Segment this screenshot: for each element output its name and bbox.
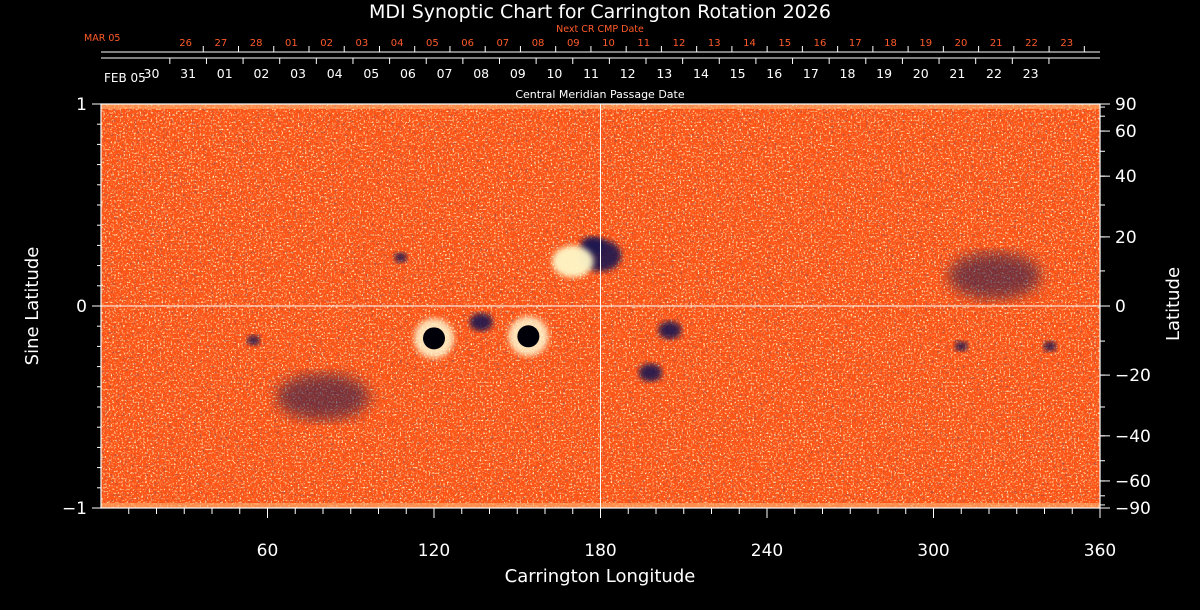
left-axis: 1 0 −1 — [62, 95, 101, 519]
cmp-start-label: FEB 05 — [104, 71, 146, 85]
cmp-day-label: 30 — [144, 66, 160, 81]
y-tick-label-left: −1 — [62, 499, 87, 519]
y-tick-label-left: 1 — [76, 95, 87, 115]
cmp-day-label: 01 — [217, 66, 233, 81]
x-tick-label: 60 — [257, 541, 279, 561]
next-cr-day-label: 09 — [567, 38, 580, 49]
next-cr-day-label: 20 — [955, 38, 968, 49]
next-cr-day-label: 28 — [250, 38, 263, 49]
next-cr-day-label: 18 — [884, 38, 897, 49]
crosshair — [101, 104, 1100, 508]
right-axis: 90 60 40 20 0 −20 −40 −60 −90 — [1100, 95, 1151, 519]
y-axis-label-right: Latitude — [1163, 267, 1184, 341]
next-cr-day-label: 10 — [602, 38, 615, 49]
flux-patch — [1043, 341, 1057, 352]
cmp-day-label: 09 — [510, 66, 526, 81]
flux-patch — [954, 341, 968, 352]
cmp-day-label: 15 — [730, 66, 746, 81]
y-tick-label-right: 90 — [1115, 95, 1137, 115]
next-cr-day-label: 27 — [215, 38, 228, 49]
next-cr-day-label: 02 — [320, 38, 333, 49]
y-tick-label-right: 40 — [1115, 167, 1137, 187]
x-tick-label: 300 — [917, 541, 949, 561]
sunspot-core — [423, 327, 445, 350]
y-tick-label-right: −40 — [1115, 427, 1151, 447]
flux-patch — [247, 335, 261, 346]
sunspot-core — [517, 325, 540, 348]
next-cr-day-label: 05 — [426, 38, 439, 49]
next-cr-day-label: 07 — [496, 38, 509, 49]
diffuse-flux — [276, 373, 370, 421]
next-cr-start-label: MAR 05 — [84, 33, 120, 44]
x-tick-label: 180 — [584, 541, 616, 561]
flux-patch — [469, 313, 493, 332]
cmp-day-label: 13 — [656, 66, 672, 81]
next-cr-axis-label: Next CR CMP Date — [556, 24, 644, 35]
diffuse-flux — [947, 252, 1042, 300]
cmp-day-label: 20 — [913, 66, 929, 81]
cmp-day-label: 04 — [327, 66, 343, 81]
next-cr-day-label: 17 — [849, 38, 862, 49]
y-tick-label-left: 0 — [76, 297, 87, 317]
next-cr-day-label: 06 — [461, 38, 474, 49]
cmp-day-label: 07 — [437, 66, 453, 81]
next-cr-day-label: 11 — [637, 38, 650, 49]
x-tick-label: 120 — [418, 541, 450, 561]
y-tick-label-right: −60 — [1115, 472, 1151, 492]
cmp-day-label: 23 — [1023, 66, 1039, 81]
next-cr-day-label: 13 — [708, 38, 721, 49]
next-cr-day-label: 23 — [1060, 38, 1073, 49]
y-tick-label-right: −20 — [1115, 366, 1151, 386]
flux-patch — [551, 245, 594, 278]
y-tick-label-right: 60 — [1115, 122, 1137, 142]
cmp-day-label: 16 — [766, 66, 782, 81]
next-cr-day-label: 26 — [179, 38, 192, 49]
y-tick-label-right: 20 — [1115, 228, 1137, 248]
y-tick-label-right: −90 — [1115, 499, 1151, 519]
flux-patch — [638, 363, 663, 382]
cmp-day-label: 19 — [876, 66, 892, 81]
y-tick-label-right: 0 — [1115, 297, 1126, 317]
cmp-day-label: 10 — [546, 66, 562, 81]
x-tick-label: 360 — [1084, 541, 1116, 561]
cmp-day-label: 05 — [363, 66, 379, 81]
cmp-day-label: 21 — [949, 66, 965, 81]
next-cr-day-label: 12 — [673, 38, 686, 49]
cmp-day-label: 11 — [583, 66, 599, 81]
next-cr-day-label: 21 — [990, 38, 1003, 49]
cmp-day-label: 02 — [253, 66, 269, 81]
next-cr-day-label: 04 — [391, 38, 404, 49]
cmp-day-label: 03 — [290, 66, 306, 81]
cmp-day-label: 08 — [473, 66, 489, 81]
active-regions — [247, 236, 1057, 421]
flux-patch — [394, 252, 408, 263]
cmp-day-label: 31 — [180, 66, 196, 81]
cmp-day-label: 18 — [840, 66, 856, 81]
y-axis-label-left: Sine Latitude — [22, 247, 43, 366]
next-cr-day-label: 22 — [1025, 38, 1038, 49]
next-cr-day-label: 01 — [285, 38, 298, 49]
next-cr-day-label: 15 — [778, 38, 791, 49]
cmp-axis-label: Central Meridian Passage Date — [515, 88, 684, 101]
cmp-day-label: 22 — [986, 66, 1002, 81]
next-cr-day-label: 16 — [814, 38, 827, 49]
cmp-day-label: 12 — [620, 66, 636, 81]
chart-title: MDI Synoptic Chart for Carrington Rotati… — [369, 1, 831, 23]
cmp-day-label: 14 — [693, 66, 709, 81]
cmp-day-label: 06 — [400, 66, 416, 81]
next-cr-day-label: 14 — [743, 38, 756, 49]
next-cr-day-label: 08 — [532, 38, 545, 49]
cmp-day-label: 17 — [803, 66, 819, 81]
x-axis-label: Carrington Longitude — [505, 566, 696, 587]
x-tick-label: 240 — [751, 541, 783, 561]
bottom-axis: 60 120 180 240 300 360 — [128, 508, 1116, 561]
flux-patch — [658, 321, 682, 340]
next-cr-cmp-axis: 23 22 21 20 19 18 17 16 15 14 13 12 11 10 09 08 07 06 05 04… — [101, 38, 1100, 53]
cmp-date-axis: 23 22 21 20 19 18 17 16 15 14 13 12 11 10 09 08 07 06 05 04… — [101, 57, 1100, 81]
next-cr-day-label: 03 — [355, 38, 368, 49]
next-cr-day-label: 19 — [919, 38, 932, 49]
